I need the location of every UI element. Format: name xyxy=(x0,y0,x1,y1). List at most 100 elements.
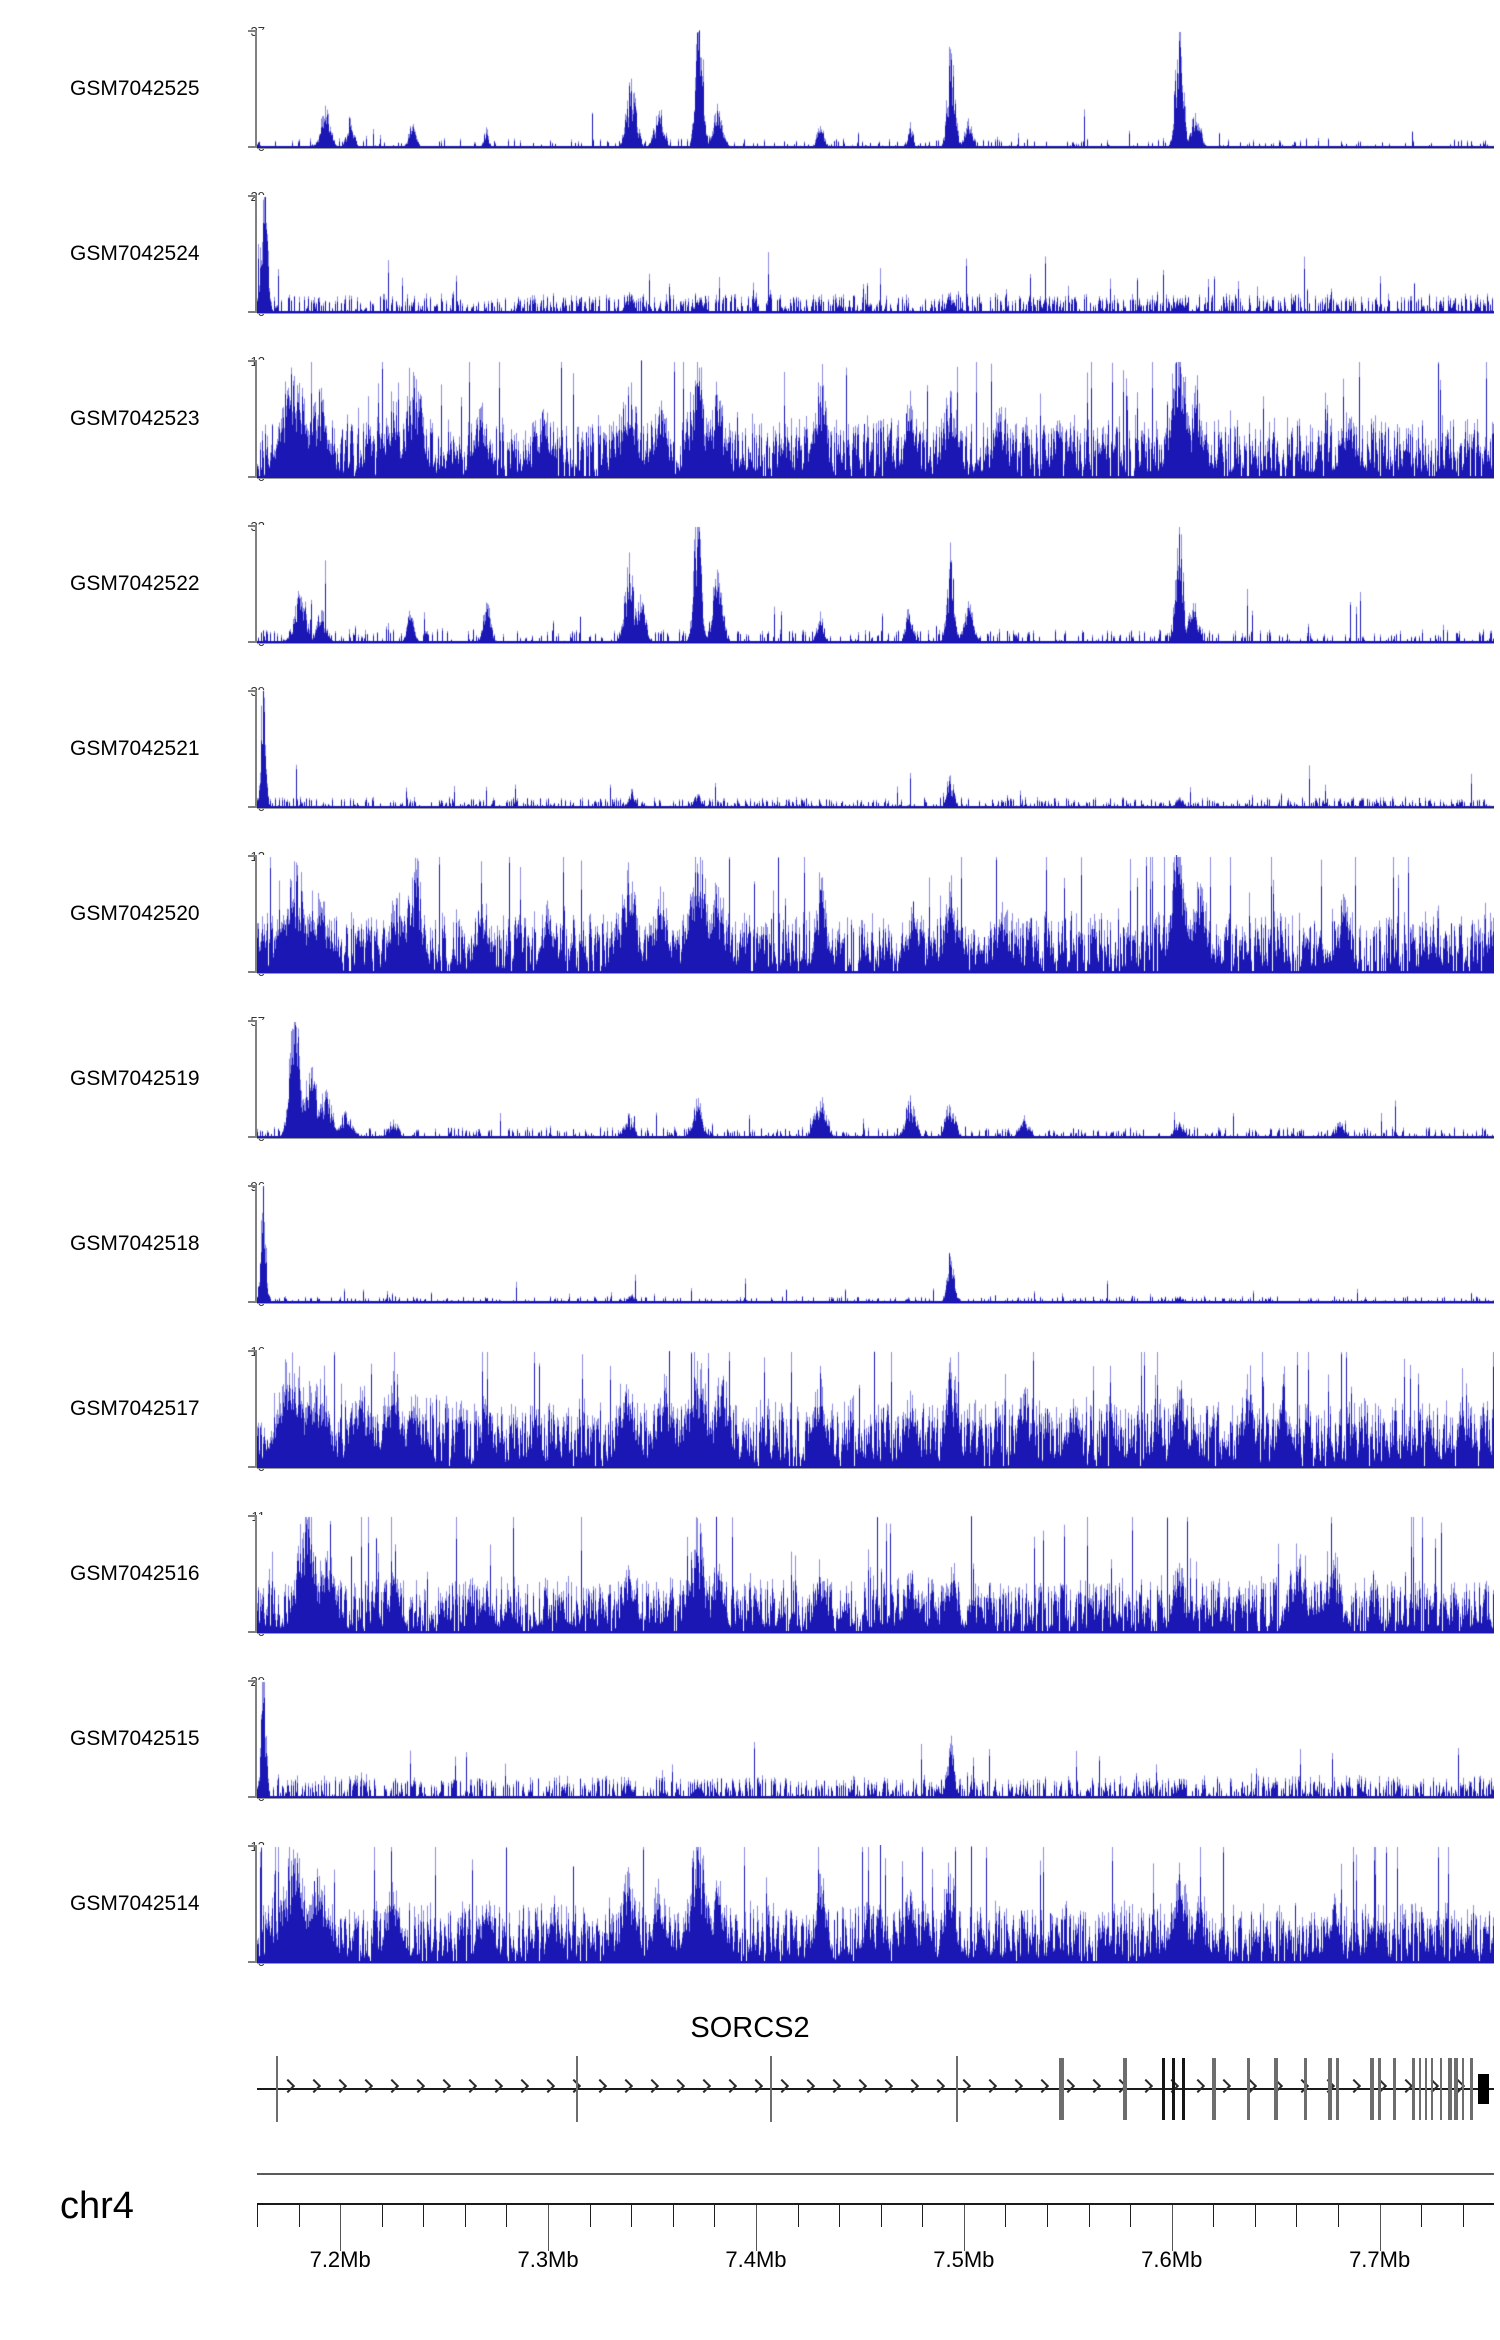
track-separator xyxy=(257,973,1494,974)
signal-canvas xyxy=(257,1350,1494,1468)
signal-track[interactable]: GSM7042519570 xyxy=(0,1015,1500,1185)
signal-plot[interactable] xyxy=(257,1350,1494,1468)
signal-canvas xyxy=(257,690,1494,808)
track-separator xyxy=(257,313,1494,314)
signal-plot[interactable] xyxy=(257,1020,1494,1138)
chromosome-label: chr4 xyxy=(60,2185,134,2227)
signal-canvas xyxy=(257,1515,1494,1633)
signal-canvas xyxy=(257,1845,1494,1963)
gene-strand-arrow-icon xyxy=(880,2078,891,2098)
signal-plot[interactable] xyxy=(257,525,1494,643)
signal-plot[interactable] xyxy=(257,1185,1494,1303)
ruler-minor-tick xyxy=(714,2205,716,2227)
y-axis-tick-max xyxy=(248,360,257,362)
track-separator xyxy=(257,808,1494,809)
signal-track[interactable]: GSM7042524290 xyxy=(0,190,1500,360)
gene-strand-arrow-icon xyxy=(1218,2078,1229,2098)
ruler-minor-tick xyxy=(1421,2205,1423,2227)
signal-track[interactable]: GSM7042515290 xyxy=(0,1675,1500,1845)
gene-name-label: SORCS2 xyxy=(690,2012,810,2044)
signal-canvas xyxy=(257,1680,1494,1798)
ruler-minor-tick xyxy=(1254,2205,1256,2227)
y-axis-line xyxy=(255,525,257,643)
gene-annotation-track[interactable]: SORCS2 xyxy=(0,2012,1500,2142)
ruler-tick-label: 7.5Mb xyxy=(933,2247,995,2272)
track-label-gsm7042521: GSM7042521 xyxy=(70,737,200,760)
gene-strand-arrow-icon xyxy=(906,2078,917,2098)
ruler-tick-label: 7.7Mb xyxy=(1349,2247,1411,2272)
signal-track[interactable]: GSM7042516110 xyxy=(0,1510,1500,1680)
signal-plot[interactable] xyxy=(257,1515,1494,1633)
y-axis-tick-max xyxy=(248,525,257,527)
signal-track[interactable]: GSM7042518960 xyxy=(0,1180,1500,1350)
gene-strand-arrow-icon xyxy=(360,2078,371,2098)
y-axis-tick-min xyxy=(248,1301,257,1303)
gene-strand-arrow-icon xyxy=(984,2078,995,2098)
signal-track[interactable]: GSM7042520120 xyxy=(0,850,1500,1020)
signal-canvas xyxy=(257,525,1494,643)
coordinate-ruler[interactable]: 7.2Mb 7.3Mb 7.4Mb 7.5Mb 7.6Mb 7.7Mb xyxy=(257,2173,1494,2333)
signal-plot[interactable] xyxy=(257,855,1494,973)
signal-canvas xyxy=(257,1185,1494,1303)
gene-strand-arrow-icon xyxy=(1010,2078,1021,2098)
track-separator xyxy=(257,1633,1494,1634)
ruler-minor-tick xyxy=(797,2205,799,2227)
signal-track[interactable]: GSM7042521390 xyxy=(0,685,1500,855)
signal-track[interactable]: GSM7042517160 xyxy=(0,1345,1500,1515)
y-axis-tick-max xyxy=(248,690,257,692)
signal-canvas xyxy=(257,360,1494,478)
y-axis-line xyxy=(255,1185,257,1303)
ruler-minor-tick xyxy=(1213,2205,1215,2227)
signal-plot[interactable] xyxy=(257,1680,1494,1798)
signal-canvas xyxy=(257,195,1494,313)
y-axis-tick-min xyxy=(248,1631,257,1633)
track-label-gsm7042515: GSM7042515 xyxy=(70,1727,200,1750)
gene-strand-arrow-icon xyxy=(516,2078,527,2098)
ruler-minor-tick xyxy=(381,2205,383,2227)
signal-plot[interactable] xyxy=(257,360,1494,478)
ruler-minor-tick xyxy=(298,2205,300,2227)
ruler-major-tick xyxy=(755,2205,757,2251)
ruler-minor-tick xyxy=(1462,2205,1464,2227)
signal-canvas xyxy=(257,1020,1494,1138)
signal-plot[interactable] xyxy=(257,1845,1494,1963)
gene-exon xyxy=(1172,2058,1175,2120)
gene-axis-line xyxy=(257,2088,1494,2090)
gene-exon xyxy=(1454,2058,1459,2120)
y-axis-line xyxy=(255,1515,257,1633)
track-separator xyxy=(257,148,1494,149)
y-axis-line xyxy=(255,1350,257,1468)
y-axis-tick-min xyxy=(248,1796,257,1798)
y-axis-tick-max xyxy=(248,1020,257,1022)
ruler-tick-label: 7.6Mb xyxy=(1141,2247,1203,2272)
gene-strand-arrow-icon xyxy=(698,2078,709,2098)
signal-plot[interactable] xyxy=(257,195,1494,313)
gene-strand-arrow-icon xyxy=(854,2078,865,2098)
ruler-minor-tick xyxy=(1338,2205,1340,2227)
track-separator xyxy=(257,1963,1494,1964)
ruler-major-tick xyxy=(548,2205,550,2251)
gene-exon xyxy=(1430,2058,1434,2120)
gene-model[interactable] xyxy=(257,2054,1494,2124)
signal-track[interactable]: GSM7042525370 xyxy=(0,25,1500,195)
y-axis-tick-max xyxy=(248,30,257,32)
ruler-major-tick xyxy=(1379,2205,1381,2251)
y-axis-tick-min xyxy=(248,806,257,808)
gene-exon xyxy=(1182,2058,1185,2120)
track-label-gsm7042517: GSM7042517 xyxy=(70,1397,200,1420)
gene-strand-arrow-icon xyxy=(282,2078,293,2098)
gene-strand-arrow-icon xyxy=(776,2078,787,2098)
gene-strand-arrow-icon xyxy=(724,2078,735,2098)
y-axis-tick-max xyxy=(248,1845,257,1847)
signal-track[interactable]: GSM7042522330 xyxy=(0,520,1500,690)
gene-exon xyxy=(1377,2058,1382,2120)
ruler-minor-tick xyxy=(880,2205,882,2227)
signal-plot[interactable] xyxy=(257,690,1494,808)
signal-plot[interactable] xyxy=(257,30,1494,148)
signal-track[interactable]: GSM7042514130 xyxy=(0,1840,1500,2010)
y-axis-line xyxy=(255,1020,257,1138)
ruler-minor-tick xyxy=(423,2205,425,2227)
signal-track[interactable]: GSM7042523120 xyxy=(0,355,1500,525)
gene-strand-arrow-icon xyxy=(542,2078,553,2098)
